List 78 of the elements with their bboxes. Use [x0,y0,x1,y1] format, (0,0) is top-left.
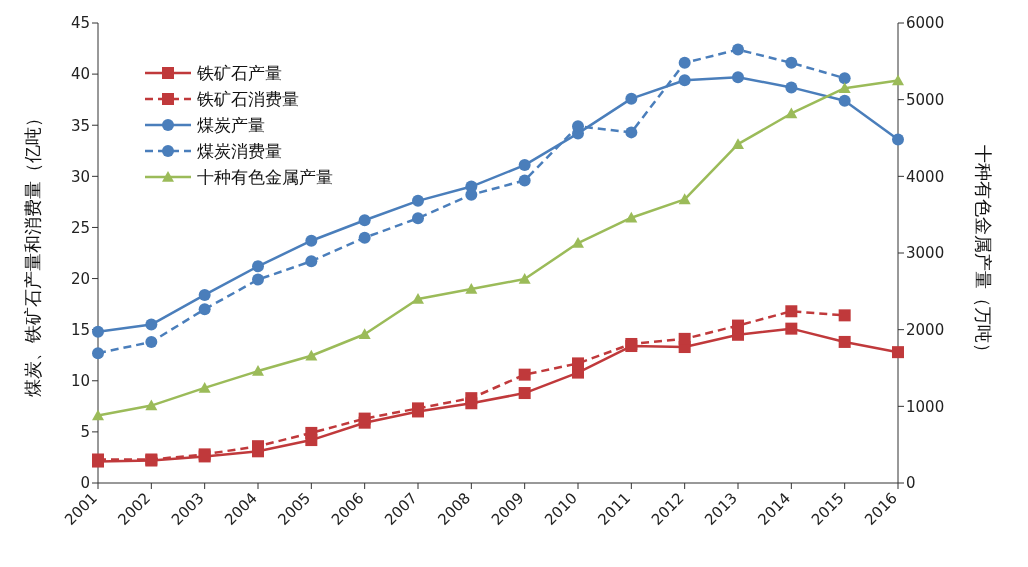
point [412,212,424,225]
point [465,392,478,405]
point [465,283,478,294]
point [785,107,798,119]
point [358,214,371,227]
point [305,255,318,268]
point [145,335,158,348]
y2-tick-label: 5000 [906,90,945,109]
point [678,332,691,345]
y-tick-label: 30 [70,167,90,186]
y2-tick-label: 3000 [906,244,945,263]
y2-tick-label: 0 [906,474,916,493]
point [198,288,211,301]
legend-label: 十种有色金属产量 [197,166,333,189]
point [785,81,798,94]
point [145,399,158,411]
point [252,365,264,376]
y-tick-label: 35 [70,116,90,135]
y-tick-label: 20 [70,269,90,288]
point [732,43,744,56]
point [678,193,691,205]
y2-axis-title: 十种有色金属产量（万吨） [972,145,994,361]
legend-label: 铁矿石产量 [197,62,282,85]
point [412,194,424,207]
point [572,237,584,248]
point [252,273,264,286]
point [785,305,798,318]
y-tick-label: 40 [70,65,90,84]
y2-tick-label: 2000 [906,320,945,339]
point [785,56,798,69]
legend-label: 煤炭消费量 [197,140,282,163]
y2-tick-label: 1000 [906,397,945,416]
point [145,318,158,331]
point [358,231,371,244]
point [92,325,104,338]
point [198,381,211,393]
point [892,74,904,86]
point [92,409,104,421]
point [358,412,371,425]
point [625,92,638,105]
point [92,347,104,360]
point [358,328,371,340]
point [785,322,798,335]
point [518,273,531,284]
point [305,426,318,439]
y-tick-label: 15 [70,320,90,339]
y2-tick-label: 6000 [906,14,945,33]
point [518,174,531,187]
point [198,303,211,316]
legend-label: 煤炭产量 [197,114,265,137]
y2-tick-label: 4000 [906,167,945,186]
legend-label: 铁矿石消费量 [197,88,299,111]
point [412,293,424,304]
point [625,211,638,223]
point [252,260,264,273]
point [892,346,904,359]
point [732,71,744,84]
y-tick-label: 5 [80,423,90,442]
point [838,82,851,93]
y-axis-title: 煤炭、铁矿石产量和消费量（亿吨） [22,109,44,397]
point [625,126,638,139]
point [518,387,531,400]
point [678,74,691,87]
point [838,94,851,107]
y-tick-label: 0 [80,474,90,493]
point [518,159,531,172]
point [678,56,691,69]
point [892,133,904,146]
y-tick-label: 45 [70,14,90,33]
point [838,335,851,348]
y-tick-label: 25 [70,218,90,237]
point [518,368,531,381]
y-tick-label: 10 [70,372,90,391]
point [838,309,851,322]
point [732,138,744,149]
point [838,72,851,85]
point [305,349,318,361]
point [305,234,318,247]
